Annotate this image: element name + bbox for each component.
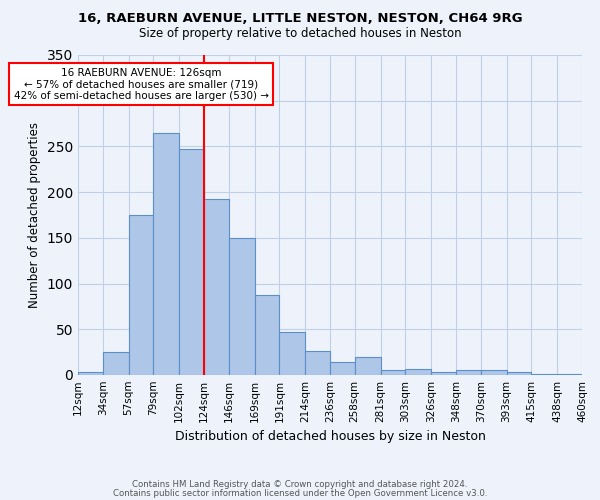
Bar bbox=[355, 356, 380, 375]
Text: Contains public sector information licensed under the Open Government Licence v3: Contains public sector information licen… bbox=[113, 490, 487, 498]
Bar bbox=[481, 370, 506, 375]
Bar bbox=[380, 370, 406, 375]
X-axis label: Distribution of detached houses by size in Neston: Distribution of detached houses by size … bbox=[175, 430, 485, 444]
Bar bbox=[229, 238, 254, 375]
Text: Size of property relative to detached houses in Neston: Size of property relative to detached ho… bbox=[139, 28, 461, 40]
Bar bbox=[154, 132, 179, 375]
Y-axis label: Number of detached properties: Number of detached properties bbox=[28, 122, 41, 308]
Bar bbox=[305, 351, 330, 375]
Bar bbox=[532, 374, 557, 375]
Bar bbox=[78, 372, 103, 375]
Bar bbox=[506, 372, 532, 375]
Bar bbox=[406, 368, 431, 375]
Bar bbox=[557, 374, 582, 375]
Bar bbox=[103, 352, 128, 375]
Bar bbox=[254, 294, 280, 375]
Bar bbox=[456, 370, 481, 375]
Text: 16, RAEBURN AVENUE, LITTLE NESTON, NESTON, CH64 9RG: 16, RAEBURN AVENUE, LITTLE NESTON, NESTO… bbox=[77, 12, 523, 26]
Bar bbox=[280, 332, 305, 375]
Text: Contains HM Land Registry data © Crown copyright and database right 2024.: Contains HM Land Registry data © Crown c… bbox=[132, 480, 468, 489]
Bar bbox=[128, 215, 154, 375]
Text: 16 RAEBURN AVENUE: 126sqm
← 57% of detached houses are smaller (719)
42% of semi: 16 RAEBURN AVENUE: 126sqm ← 57% of detac… bbox=[14, 68, 269, 101]
Bar bbox=[179, 149, 204, 375]
Bar bbox=[431, 372, 456, 375]
Bar bbox=[204, 200, 229, 375]
Bar bbox=[330, 362, 355, 375]
